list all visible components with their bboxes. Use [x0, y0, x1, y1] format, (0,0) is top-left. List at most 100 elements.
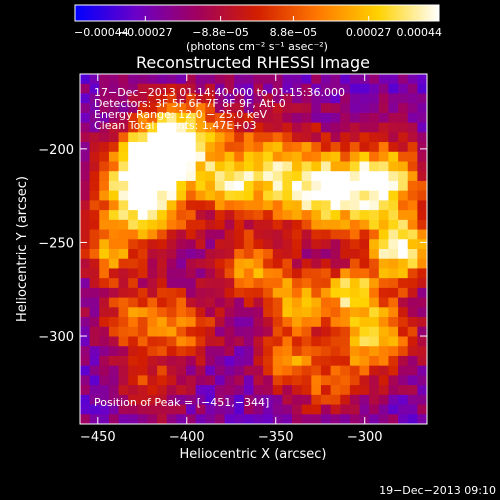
heatmap-cell — [224, 307, 235, 318]
heatmap-cell — [214, 93, 226, 104]
heatmap-cell — [330, 151, 341, 163]
heatmap-cell — [205, 103, 216, 114]
heatmap-cell — [186, 112, 197, 124]
heatmap-cell — [378, 210, 390, 221]
heatmap-cell — [80, 83, 91, 95]
heatmap-cell — [272, 394, 284, 406]
heatmap-cell — [195, 74, 206, 85]
heatmap-cell — [263, 142, 274, 153]
heatmap-cell — [195, 414, 206, 424]
heatmap-cell — [263, 317, 274, 328]
heatmap-cell — [282, 83, 293, 95]
heatmap-cell — [80, 365, 91, 376]
heatmap-cell — [388, 210, 399, 221]
heatmap-cell — [417, 249, 427, 260]
heatmap-cell — [128, 83, 139, 95]
heatmap-cell — [340, 112, 351, 124]
heatmap-cell — [292, 336, 303, 347]
heatmap-cell — [224, 103, 235, 114]
heatmap-cell — [407, 93, 418, 104]
heatmap-cell — [137, 336, 149, 347]
heatmap-cell — [234, 249, 245, 260]
heatmap-cell — [118, 346, 129, 357]
heatmap-cell — [369, 249, 380, 260]
heatmap-cell — [253, 414, 264, 424]
heatmap-cell — [166, 258, 177, 270]
heatmap-cell — [89, 103, 100, 114]
heatmap-cell — [205, 394, 216, 406]
heatmap-cell — [157, 74, 168, 85]
heatmap-cell — [176, 414, 187, 424]
heatmap-cell — [253, 268, 264, 279]
heatmap-cell — [89, 307, 100, 318]
heatmap-cell — [147, 375, 158, 386]
heatmap-cell — [99, 307, 110, 318]
heatmap-cell — [157, 307, 168, 318]
colorbar-tick-label: −0.00044 — [74, 26, 129, 39]
heatmap-cell — [166, 142, 177, 153]
heatmap-cell — [176, 394, 187, 406]
heatmap-cell — [320, 200, 332, 211]
heatmap-cell — [195, 132, 206, 143]
heatmap-cell — [398, 414, 409, 424]
heatmap-cell — [205, 171, 216, 182]
heatmap-cell — [214, 74, 226, 85]
heatmap-cell — [243, 142, 255, 153]
heatmap-cell — [272, 355, 284, 367]
heatmap-cell — [186, 346, 197, 357]
heatmap-cell — [417, 210, 427, 221]
heatmap-cell — [282, 278, 293, 289]
heatmap-cell — [234, 326, 245, 338]
heatmap-cell — [234, 180, 245, 192]
heatmap-cell — [137, 249, 149, 260]
colorbar — [75, 5, 439, 21]
heatmap-cell — [243, 414, 255, 424]
heatmap-cell — [137, 180, 149, 192]
heatmap-cell — [349, 142, 361, 153]
heatmap-cell — [359, 93, 370, 104]
heatmap-cell — [128, 142, 139, 153]
heatmap-cell — [99, 93, 110, 104]
heatmap-cell — [407, 287, 418, 299]
heatmap-cell — [398, 317, 409, 328]
heatmap-cell — [99, 122, 110, 133]
heatmap-cell — [205, 180, 216, 192]
heatmap-cell — [147, 142, 158, 153]
heatmap-cell — [224, 336, 235, 347]
heatmap-cell — [80, 346, 91, 357]
heatmap-cell — [263, 74, 274, 85]
heatmap-cell — [282, 122, 293, 133]
heatmap-cell — [282, 219, 293, 231]
heatmap-cell — [263, 200, 274, 211]
heatmap-cell — [311, 278, 322, 289]
heatmap-cell — [99, 239, 110, 250]
colorbar-units: (photons cm⁻² s⁻¹ asec⁻²) — [186, 40, 328, 53]
x-tick-label: −350 — [258, 430, 294, 445]
heatmap-cell — [320, 151, 332, 163]
heatmap-cell — [147, 190, 158, 201]
heatmap-cell — [272, 103, 284, 114]
heatmap-cell — [108, 355, 120, 367]
heatmap-cell — [407, 249, 418, 260]
heatmap-cell — [214, 112, 226, 124]
heatmap-cell — [301, 190, 312, 201]
heatmap-cell — [234, 229, 245, 240]
heatmap-cell — [147, 365, 158, 376]
heatmap-cell — [417, 355, 427, 367]
heatmap-cell — [378, 229, 390, 240]
heatmap-cell — [369, 200, 380, 211]
heatmap-cell — [80, 385, 91, 396]
heatmap-cell — [89, 375, 100, 386]
heatmap-cell — [205, 355, 216, 367]
heatmap-cell — [234, 346, 245, 357]
heatmap-cell — [369, 83, 380, 95]
heatmap-cell — [147, 132, 158, 143]
heatmap-cell — [292, 287, 303, 299]
heatmap-cell — [118, 239, 129, 250]
heatmap-cell — [99, 132, 110, 143]
heatmap-cell — [108, 180, 120, 192]
heatmap-cell — [320, 103, 332, 114]
heatmap-cell — [407, 190, 418, 201]
heatmap-cell — [128, 210, 139, 221]
heatmap-cell — [166, 200, 177, 211]
